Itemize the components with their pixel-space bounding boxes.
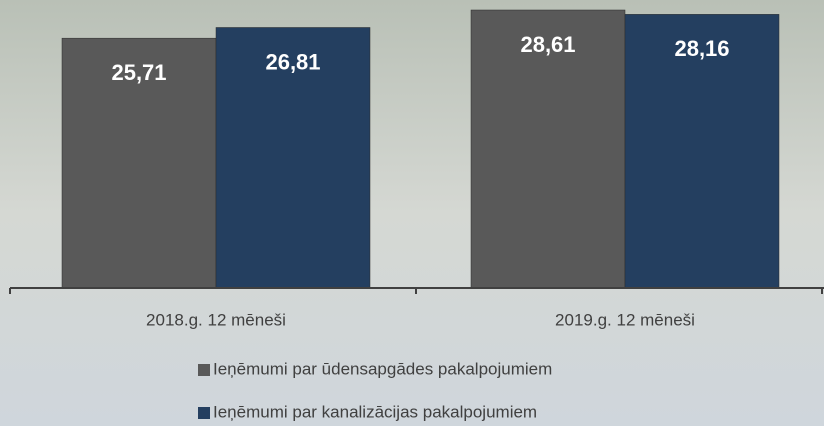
value-label: 28,61 [520,32,575,57]
legend-swatch [198,364,210,376]
value-label: 28,16 [674,36,729,61]
bar [61,37,217,289]
legend-swatch [198,407,210,419]
value-label: 26,81 [265,49,320,74]
bar [470,9,626,289]
value-label: 25,71 [111,60,166,85]
x-tick-label: 2019.g. 12 mēneši [555,310,695,329]
legend-label: Ieņēmumi par kanalizācijas pakalpojumiem [213,402,537,421]
bar [624,14,780,289]
legend-label: Ieņēmumi par ūdensapgādes pakalpojumiem [213,359,552,378]
bar [215,27,371,289]
x-tick-label: 2018.g. 12 mēneši [146,310,286,329]
